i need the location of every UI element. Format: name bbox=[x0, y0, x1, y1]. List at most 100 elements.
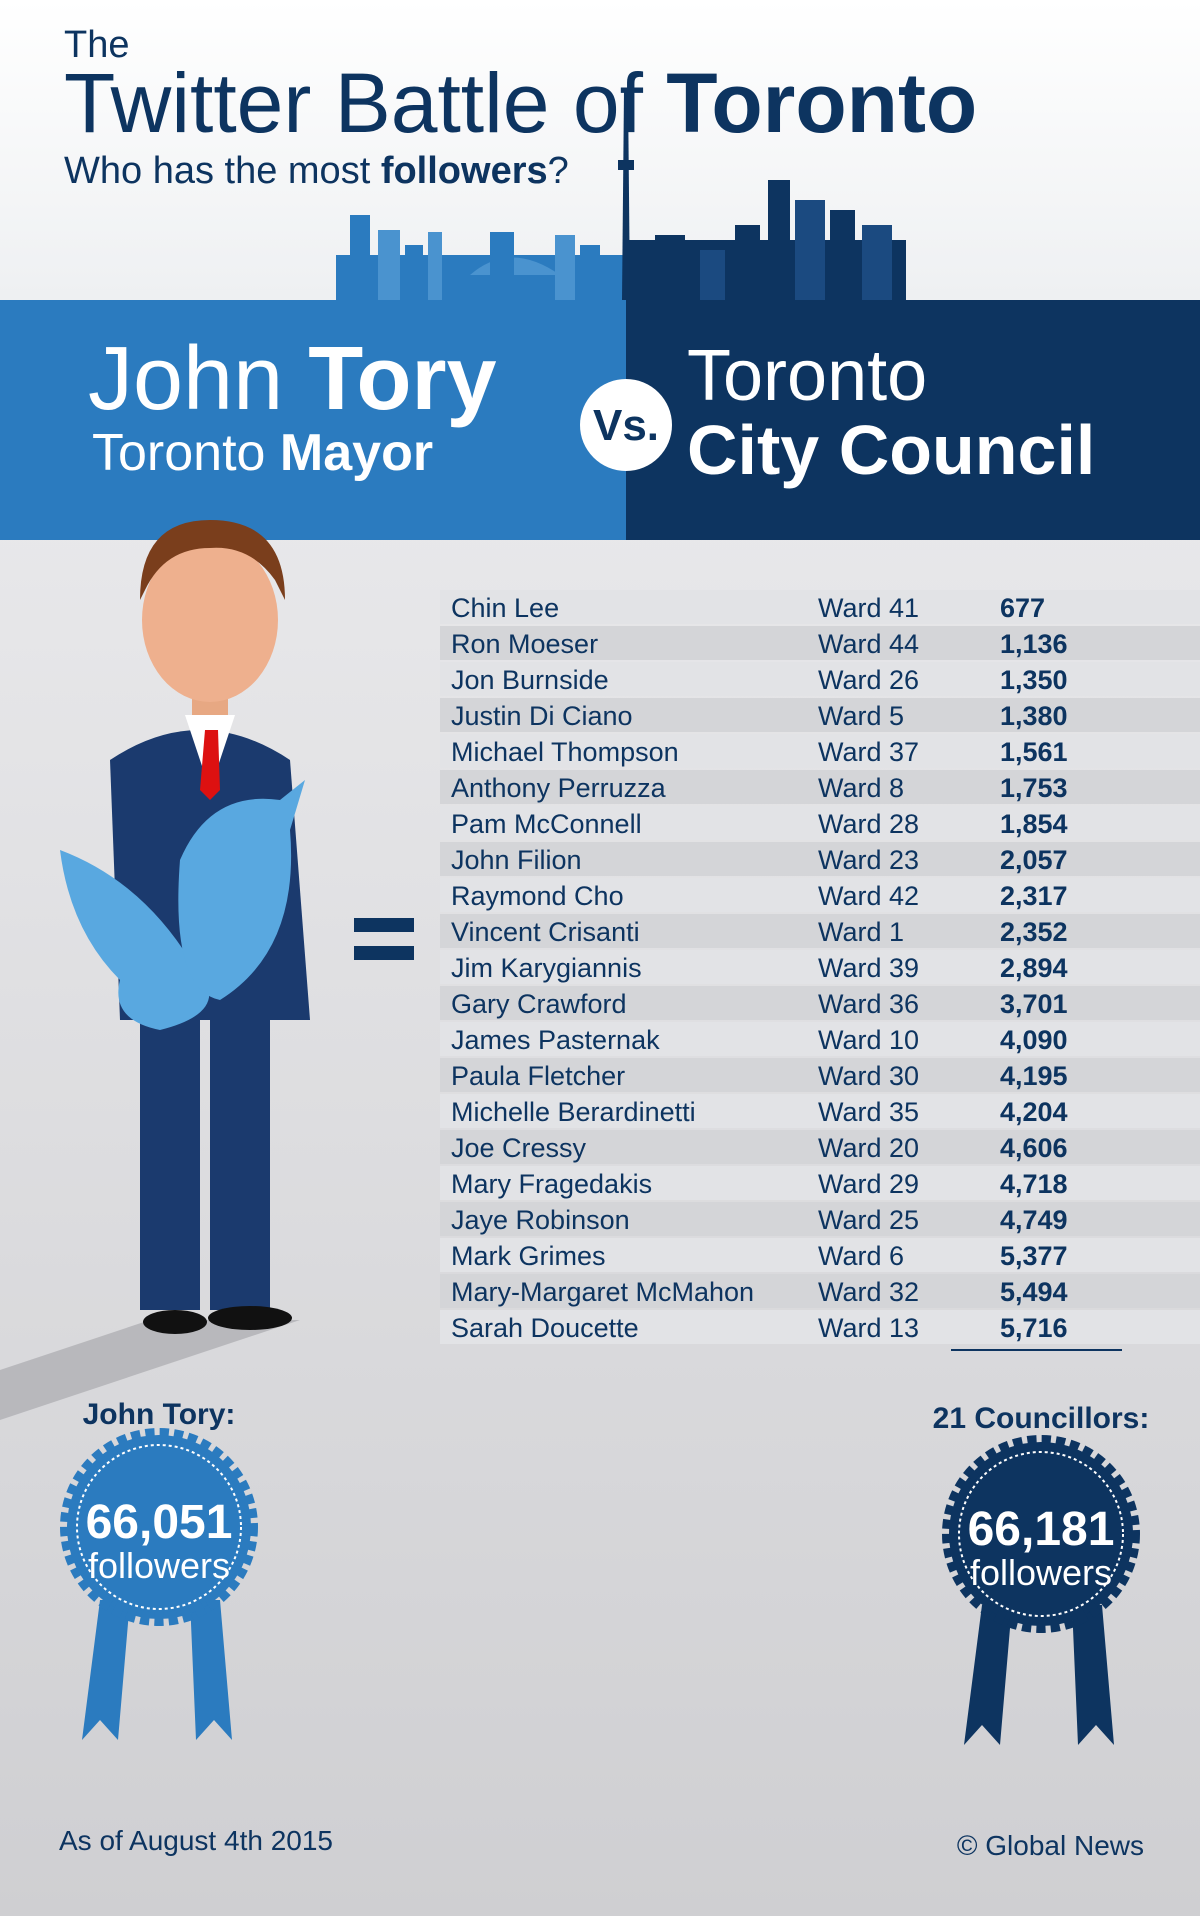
name-part: Tory bbox=[308, 329, 496, 429]
row-stripe bbox=[440, 1058, 1200, 1092]
row-stripe bbox=[440, 770, 1200, 804]
row-stripe bbox=[440, 1202, 1200, 1236]
ward: Ward 1 bbox=[818, 917, 904, 947]
name-part: John bbox=[88, 329, 283, 429]
councillor-name: Mary-Margaret McMahon bbox=[451, 1277, 754, 1307]
left-unit: followers bbox=[88, 1545, 230, 1586]
ward: Ward 8 bbox=[818, 773, 904, 803]
title: Twitter Battle of Toronto bbox=[64, 56, 977, 150]
follower-count: 2,894 bbox=[1000, 953, 1068, 983]
right-unit: followers bbox=[970, 1552, 1112, 1593]
ward: Ward 5 bbox=[818, 701, 904, 731]
subtitle-part: followers bbox=[381, 150, 548, 192]
councillor-name: James Pasternak bbox=[451, 1025, 660, 1055]
date-note: As of August 4th 2015 bbox=[59, 1825, 333, 1856]
follower-count: 4,606 bbox=[1000, 1133, 1068, 1163]
council-line2: City Council bbox=[687, 411, 1095, 489]
ward: Ward 39 bbox=[818, 953, 919, 983]
row-stripe bbox=[440, 878, 1200, 912]
follower-count: 2,352 bbox=[1000, 917, 1068, 947]
row-stripe bbox=[440, 1310, 1200, 1344]
follower-count: 2,317 bbox=[1000, 881, 1068, 911]
ward: Ward 23 bbox=[818, 845, 919, 875]
ward: Ward 13 bbox=[818, 1313, 919, 1343]
follower-count: 5,716 bbox=[1000, 1313, 1068, 1343]
councillor-name: Paula Fletcher bbox=[451, 1061, 625, 1091]
ward: Ward 20 bbox=[818, 1133, 919, 1163]
vs-text: Vs. bbox=[593, 401, 659, 450]
ward: Ward 26 bbox=[818, 665, 919, 695]
ward: Ward 36 bbox=[818, 989, 919, 1019]
follower-count: 1,854 bbox=[1000, 809, 1068, 839]
follower-count: 4,090 bbox=[1000, 1025, 1068, 1055]
row-stripe bbox=[440, 1094, 1200, 1128]
follower-count: 1,136 bbox=[1000, 629, 1068, 659]
councillor-name: Mark Grimes bbox=[451, 1241, 606, 1271]
councillor-name: Michael Thompson bbox=[451, 737, 679, 767]
follower-count: 677 bbox=[1000, 593, 1045, 623]
follower-count: 1,380 bbox=[1000, 701, 1068, 731]
role-part: Mayor bbox=[280, 424, 433, 482]
row-stripe bbox=[440, 1130, 1200, 1164]
title-part: of bbox=[573, 56, 644, 150]
title-part: Twitter Battle bbox=[64, 56, 550, 150]
row-stripe bbox=[440, 626, 1200, 660]
councillor-name: Justin Di Ciano bbox=[451, 701, 633, 731]
councillor-name: Sarah Doucette bbox=[451, 1313, 639, 1343]
right-band bbox=[626, 300, 1200, 540]
row-stripe bbox=[440, 806, 1200, 840]
ward: Ward 28 bbox=[818, 809, 919, 839]
follower-count: 2,057 bbox=[1000, 845, 1068, 875]
credit: © Global News bbox=[957, 1830, 1144, 1861]
row-stripe bbox=[440, 1238, 1200, 1272]
subtitle: Who has the most followers? bbox=[64, 150, 569, 192]
ward: Ward 41 bbox=[818, 593, 919, 623]
ward: Ward 35 bbox=[818, 1097, 919, 1127]
follower-count: 4,749 bbox=[1000, 1205, 1068, 1235]
councillor-name: Gary Crawford bbox=[451, 989, 627, 1019]
councillor-name: Pam McConnell bbox=[451, 809, 642, 839]
follower-count: 1,561 bbox=[1000, 737, 1068, 767]
councillor-name: Ron Moeser bbox=[451, 629, 598, 659]
right-total: 66,181 bbox=[968, 1503, 1115, 1556]
row-stripe bbox=[440, 1022, 1200, 1056]
follower-count: 4,204 bbox=[1000, 1097, 1068, 1127]
table: Chin Lee Ward 41 677 Ron Moeser Ward 44 1,136… bbox=[440, 590, 1200, 1344]
councillor-name: Joe Cressy bbox=[451, 1133, 587, 1163]
councillor-name: Vincent Crisanti bbox=[451, 917, 640, 947]
follower-count: 1,350 bbox=[1000, 665, 1068, 695]
councillor-name: Chin Lee bbox=[451, 593, 559, 623]
row-stripe bbox=[440, 590, 1200, 624]
mayor-role: Toronto Mayor bbox=[92, 424, 433, 482]
follower-count: 4,195 bbox=[1000, 1061, 1068, 1091]
follower-count: 1,753 bbox=[1000, 773, 1068, 803]
councillor-name: Anthony Perruzza bbox=[451, 773, 667, 803]
follower-count: 4,718 bbox=[1000, 1169, 1068, 1199]
equals-bar bbox=[354, 918, 414, 932]
subtitle-part: Who has the most bbox=[64, 150, 371, 192]
row-stripe bbox=[440, 950, 1200, 984]
follower-count: 5,494 bbox=[1000, 1277, 1068, 1307]
ward: Ward 32 bbox=[818, 1277, 919, 1307]
councillor-name: Jaye Robinson bbox=[451, 1205, 630, 1235]
row-stripe bbox=[440, 734, 1200, 768]
row-stripe bbox=[440, 662, 1200, 696]
right-ribbon bbox=[942, 1435, 1140, 1745]
councillor-name: Mary Fragedakis bbox=[451, 1169, 652, 1199]
vs-circle bbox=[580, 379, 672, 471]
left-band bbox=[0, 300, 626, 540]
equals-bar bbox=[354, 946, 414, 960]
councillor-name: Raymond Cho bbox=[451, 881, 624, 911]
ward: Ward 25 bbox=[818, 1205, 919, 1235]
row-stripe bbox=[440, 842, 1200, 876]
row-stripe bbox=[440, 1274, 1200, 1308]
ward: Ward 10 bbox=[818, 1025, 919, 1055]
council-line1: Toronto bbox=[687, 336, 927, 416]
subtitle-part: ? bbox=[548, 150, 569, 192]
councillor-name: Michelle Berardinetti bbox=[451, 1097, 696, 1127]
ward: Ward 29 bbox=[818, 1169, 919, 1199]
role-part: Toronto bbox=[92, 424, 265, 482]
councillor-name: John Filion bbox=[451, 845, 582, 875]
